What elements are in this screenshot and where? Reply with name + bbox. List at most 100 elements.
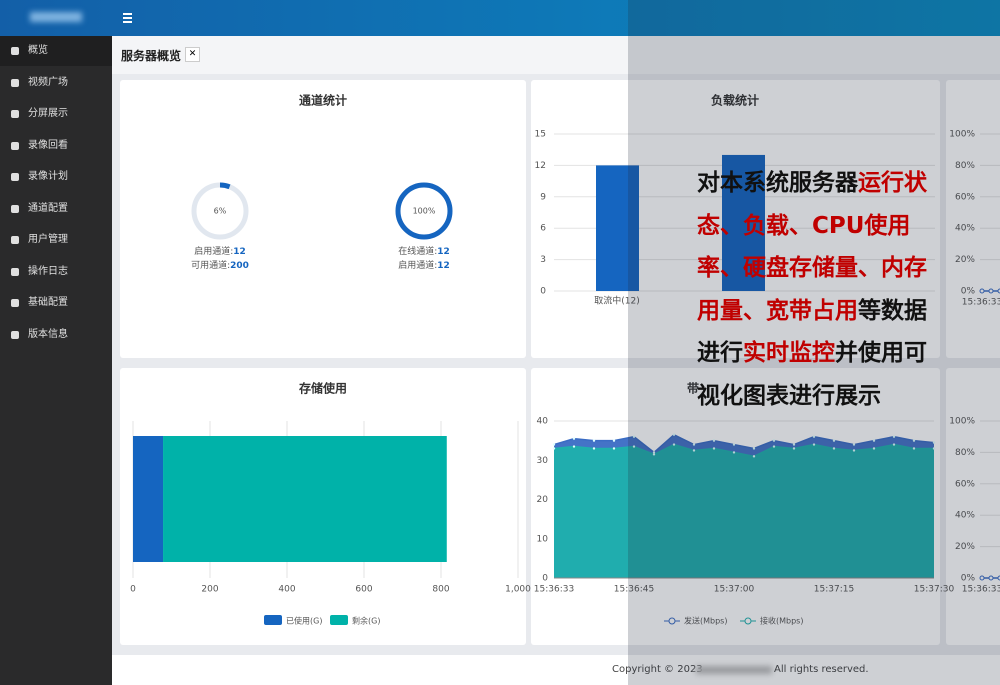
legend-marker — [744, 617, 752, 625]
y-tick-label: 30 — [537, 456, 549, 466]
menu-toggle[interactable] — [123, 13, 132, 23]
bar-segment — [163, 436, 447, 562]
overlay-shade — [628, 0, 1000, 685]
legend-swatch — [264, 615, 282, 625]
point — [572, 445, 576, 448]
menu-icon — [11, 173, 19, 181]
area — [554, 444, 934, 578]
menu-label: 操作日志 — [28, 265, 68, 277]
x-tick-label: 15:37:15 — [814, 585, 854, 595]
menu-item[interactable]: 操作日志 — [0, 257, 112, 287]
menu-item[interactable]: 基础配置 — [0, 288, 112, 318]
gauge-arc — [395, 182, 453, 240]
bar — [722, 154, 765, 291]
line — [553, 433, 935, 454]
menu-item[interactable]: 用户管理 — [0, 225, 112, 255]
footer: Copyright © 2023 All rights reserved. — [112, 655, 1000, 685]
x-tick-label: 15:36:45 — [614, 585, 654, 595]
page-header: 服务器概览 ✕ — [112, 36, 1000, 74]
point — [592, 447, 596, 450]
x-tick-label: 取流中(12) — [594, 295, 639, 307]
y-tick-label: 0% — [961, 574, 976, 584]
x-tick-label: 200 — [201, 585, 218, 595]
menu-item[interactable]: 概览 — [0, 36, 112, 66]
point — [912, 439, 916, 442]
x-tick-label: 1,000 — [505, 585, 531, 595]
menu-label: 概览 — [28, 45, 48, 56]
y-tick-label: 20% — [955, 542, 975, 552]
point — [652, 451, 656, 454]
point — [752, 447, 756, 450]
legend-label: 已使用(G) — [286, 616, 322, 626]
point — [552, 447, 556, 450]
card — [946, 80, 1000, 358]
menu-label: 录像回看 — [28, 139, 68, 151]
point — [632, 445, 636, 448]
legend-label: 发送(Mbps) — [684, 616, 727, 626]
x-tick-label: 15:36:33 — [962, 298, 1000, 308]
overlay-text: 对本系统服务器运行状态、负载、CPU使用率、硬盘存储量、内存用量、宽带占用等数据… — [697, 162, 933, 417]
point — [772, 445, 776, 448]
point — [872, 439, 876, 442]
point — [932, 447, 936, 450]
y-tick-label: 80% — [955, 448, 975, 458]
menu-label: 通道配置 — [28, 202, 68, 214]
point — [932, 441, 936, 444]
y-tick-label: 0 — [542, 574, 548, 584]
gauge-arc — [219, 182, 231, 190]
logo — [30, 12, 82, 22]
y-tick-label: 60% — [955, 479, 975, 489]
y-tick-label: 40% — [955, 224, 975, 234]
bar-segment — [133, 436, 164, 562]
point — [732, 443, 736, 446]
point — [832, 439, 836, 442]
menu-item[interactable]: 分屏展示 — [0, 99, 112, 129]
card — [946, 368, 1000, 645]
gauge-label: 100% — [413, 207, 436, 216]
sidebar: 概览视频广场分屏展示录像回看录像计划通道配置用户管理操作日志基础配置版本信息 — [0, 36, 112, 685]
y-tick-label: 6 — [540, 224, 546, 234]
menu-label: 版本信息 — [28, 328, 68, 340]
y-tick-label: 20 — [537, 495, 549, 505]
y-tick-label: 0% — [961, 287, 976, 297]
point — [652, 453, 656, 456]
menu-icon — [11, 267, 19, 276]
point — [612, 447, 616, 450]
menu-item[interactable]: 通道配置 — [0, 194, 112, 224]
stat-label: 启用通道: — [398, 259, 437, 271]
menu-item[interactable]: 版本信息 — [0, 320, 112, 350]
y-tick-label: 60% — [955, 192, 975, 202]
y-tick-label: 12 — [535, 161, 546, 171]
overlay-segment: 等数据进行 — [697, 297, 927, 367]
stat-value: 200 — [230, 261, 249, 271]
highlight-text: 运行状态、负载、CPU使用率、硬盘存储量、内存用量、宽带占用 — [697, 170, 927, 324]
y-tick-label: 40% — [955, 511, 975, 521]
point — [892, 443, 896, 446]
stat-label: 启用通道: — [194, 245, 233, 257]
point — [752, 455, 756, 458]
stat: 启用通道:12 — [194, 245, 246, 257]
y-tick-label: 10 — [537, 534, 549, 544]
menu-item[interactable]: 录像回看 — [0, 131, 112, 161]
stat-label: 可用通道: — [191, 259, 230, 271]
menu-label: 视频广场 — [28, 76, 68, 88]
stat-value: 12 — [437, 261, 450, 271]
point — [979, 575, 985, 581]
y-tick-label: 40 — [537, 417, 549, 427]
stat: 启用通道:12 — [398, 259, 450, 271]
menu-label: 录像计划 — [28, 171, 68, 182]
menu-icon — [11, 47, 19, 55]
point — [672, 433, 676, 436]
top-bar — [0, 0, 1000, 36]
point — [872, 447, 876, 450]
rights: All rights reserved. — [774, 664, 869, 675]
legend-marker — [668, 617, 676, 625]
fullscreen-button[interactable]: ✕ — [185, 47, 200, 62]
point — [912, 447, 916, 450]
menu-item[interactable]: 视频广场 — [0, 68, 112, 98]
chart-title: 带 — [687, 381, 699, 396]
menu-item[interactable]: 录像计划 — [0, 162, 112, 192]
bar — [596, 165, 639, 291]
stat-value: 12 — [437, 247, 450, 257]
point — [792, 447, 796, 450]
